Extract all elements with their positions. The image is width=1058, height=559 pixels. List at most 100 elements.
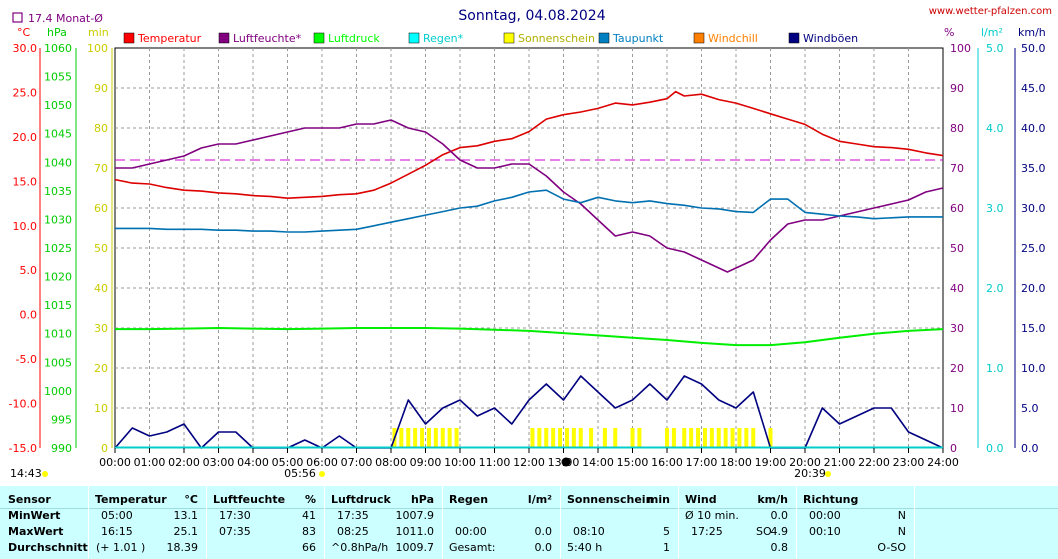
stats-wind-max-dir: SO: [756, 525, 772, 538]
x-tick-label: 21:00: [824, 456, 856, 469]
sunrise-label: 05:56: [284, 467, 316, 480]
humidity-axis-tick-label: 100: [950, 42, 971, 55]
wind-unit-label: km/h: [1018, 26, 1046, 39]
stats-humidity-min: 41: [302, 509, 316, 522]
sunshine-axis-tick-label: 20: [94, 362, 108, 375]
x-tick-label: 00:00: [99, 456, 131, 469]
wind-axis-tick-label: 15.0: [1021, 322, 1046, 335]
stats-wind-min-label: Ø 10 min.: [685, 509, 739, 522]
sunshine-bar: [440, 428, 445, 448]
rain-unit-label: l/m²: [981, 26, 1003, 39]
month-avg-marker-icon: [12, 12, 23, 23]
series-taupunkt-line: [115, 189, 943, 233]
temp-axis-tick-label: 20.0: [13, 131, 38, 144]
humidity-axis-tick-label: 70: [950, 162, 964, 175]
legend-swatch-icon: [788, 32, 800, 44]
wind-axis-tick-label: 35.0: [1021, 162, 1046, 175]
humidity-axis-tick-label: 60: [950, 202, 964, 215]
sunshine-bar: [433, 428, 438, 448]
sunshine-bar: [564, 428, 569, 448]
pressure-axis-tick-label: 1045: [44, 128, 72, 141]
temp-axis-tick-label: 5.0: [20, 264, 38, 277]
pressure-axis-tick-label: 1025: [44, 242, 72, 255]
sunshine-axis-tick-label: 60: [94, 202, 108, 215]
wind-axis-tick-label: 30.0: [1021, 202, 1046, 215]
stats-wind-min: 0.0: [770, 509, 789, 522]
pressure-unit-label: hPa: [47, 26, 67, 39]
stats-wind-max: 4.9: [770, 525, 789, 538]
sunshine-bar: [696, 428, 701, 448]
sunshine-bar: [454, 428, 459, 448]
sunshine-bar: [420, 428, 425, 448]
x-tick-label: 24:00: [927, 456, 959, 469]
sunshine-bar: [578, 428, 583, 448]
pressure-axis-tick-label: 995: [51, 413, 72, 426]
stats-rain-max: 0.0: [534, 525, 553, 538]
temp-axis-tick-label: -10.0: [9, 398, 37, 411]
pressure-axis-tick-label: 1040: [44, 156, 72, 169]
sunshine-bar: [716, 428, 721, 448]
current-time-sun-icon: [42, 471, 48, 477]
rain-axis-tick-label: 3.0: [986, 202, 1004, 215]
x-tick-label: 05:00: [272, 456, 304, 469]
stats-direction-header: Richtung: [803, 493, 859, 506]
source-link[interactable]: www.wetter-pfalzen.com: [929, 6, 1052, 17]
stats-sunshine-max-time: 08:10: [573, 525, 605, 538]
stats-wind-max-time: 17:25: [691, 525, 723, 538]
x-tick-label: 07:00: [341, 456, 373, 469]
pressure-axis-tick-label: 1010: [44, 328, 72, 341]
humidity-axis-tick-label: 10: [950, 402, 964, 415]
legend-item-label: Luftdruck: [328, 32, 380, 45]
temp-axis-tick-label: 10.0: [13, 220, 38, 233]
stats-direction-avg: O-SO: [877, 541, 906, 554]
sunshine-bar: [689, 428, 694, 448]
x-tick-label: 20:00: [789, 456, 821, 469]
stats-temp-max-time: 16:15: [101, 525, 133, 538]
x-tick-label: 14:00: [582, 456, 614, 469]
wind-axis-tick-label: 5.0: [1021, 402, 1039, 415]
pressure-axis-tick-label: 1020: [44, 271, 72, 284]
stats-humidity-max-time: 07:35: [219, 525, 251, 538]
stats-row-min-label: MinWert: [8, 509, 61, 522]
x-tick-label: 02:00: [168, 456, 200, 469]
stats-pressure-min: 1007.9: [395, 509, 435, 522]
legend-swatch-icon: [313, 32, 325, 44]
sunshine-bar: [551, 428, 556, 448]
stats-humidity-header: Luftfeuchte: [213, 493, 286, 506]
stats-humidity-max: 83: [302, 525, 316, 538]
stats-wind-avg: 0.8: [770, 541, 789, 554]
chart-legend: Temperatur Luftfeuchte* Luftdruck Regen* Son…: [123, 32, 858, 45]
stats-col-divider: [914, 486, 915, 559]
temp-axis-tick-label: -5.0: [16, 353, 37, 366]
sunshine-bar: [544, 428, 549, 448]
stats-col-divider: [442, 486, 443, 559]
stats-col-divider: [324, 486, 325, 559]
stats-pressure-max-time: 08:25: [337, 525, 369, 538]
series-temperatur-line: [114, 90, 944, 199]
rain-axis-tick-label: 2.0: [986, 282, 1004, 295]
temp-axis-tick-label: -15.0: [9, 442, 37, 455]
rain-axis-tick-label: 0.0: [986, 442, 1004, 455]
series-luftfeuchte-line: [115, 119, 944, 273]
stats-rain-header: Regen: [449, 493, 489, 506]
humidity-axis-tick-label: 90: [950, 82, 964, 95]
rain-axis-tick-label: 5.0: [986, 42, 1004, 55]
stats-sunshine-unit: min: [646, 493, 670, 506]
legend-item-label: Regen*: [423, 32, 464, 45]
x-tick-label: 18:00: [720, 456, 752, 469]
humidity-axis-tick-label: 50: [950, 242, 964, 255]
stats-humidity-avg: 66: [302, 541, 316, 554]
stats-sunshine-header: Sonnenschein: [567, 493, 654, 506]
humidity-axis-tick-label: 20: [950, 362, 964, 375]
plot-area: [114, 47, 944, 449]
axis-ticks: 30.0 25.0 20.0 15.0 10.0 5.0 0.0 -5.0 -10.0 -15.0…: [9, 42, 1046, 469]
sunshine-bar: [637, 428, 642, 448]
sunshine-axis-tick-label: 30: [94, 322, 108, 335]
stats-rain-unit: l/m²: [527, 493, 552, 506]
humidity-axis-tick-label: 40: [950, 282, 964, 295]
x-tick-label: 11:00: [479, 456, 511, 469]
sunshine-axis-tick-label: 100: [87, 42, 108, 55]
sunshine-axis-tick-label: 50: [94, 242, 108, 255]
current-time-label: 14:43: [10, 467, 42, 480]
sunset-sun-icon: [825, 471, 831, 477]
